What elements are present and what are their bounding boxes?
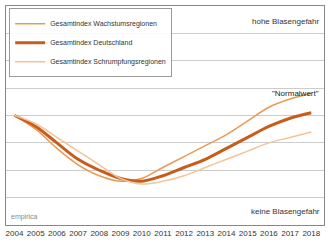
svg-text:2004: 2004 — [6, 229, 24, 238]
svg-text:2009: 2009 — [112, 229, 130, 238]
svg-text:keine Blasengefahr: keine Blasengefahr — [251, 207, 320, 216]
svg-text:2017: 2017 — [281, 229, 299, 238]
svg-text:2018: 2018 — [302, 229, 320, 238]
svg-text:2012: 2012 — [175, 229, 193, 238]
svg-text:2005: 2005 — [27, 229, 45, 238]
svg-text:Gesamtindex Deutschland: Gesamtindex Deutschland — [50, 39, 132, 46]
svg-text:Gesamtindex Wachstumsregionen: Gesamtindex Wachstumsregionen — [50, 20, 157, 28]
svg-text:2014: 2014 — [218, 229, 236, 238]
svg-text:2008: 2008 — [90, 229, 108, 238]
svg-text:hohe Blasengefahr: hohe Blasengefahr — [252, 17, 320, 26]
svg-text:2007: 2007 — [69, 229, 87, 238]
svg-text:2016: 2016 — [260, 229, 278, 238]
svg-text:2011: 2011 — [154, 229, 172, 238]
svg-text:2010: 2010 — [133, 229, 151, 238]
svg-text:"Normalwert": "Normalwert" — [272, 89, 319, 98]
svg-text:2006: 2006 — [48, 229, 66, 238]
svg-text:2015: 2015 — [239, 229, 257, 238]
svg-text:Gesamtindex Schrumpfungsregion: Gesamtindex Schrumpfungsregionen — [50, 58, 166, 66]
svg-text:empirica: empirica — [11, 213, 38, 221]
svg-text:2013: 2013 — [196, 229, 214, 238]
